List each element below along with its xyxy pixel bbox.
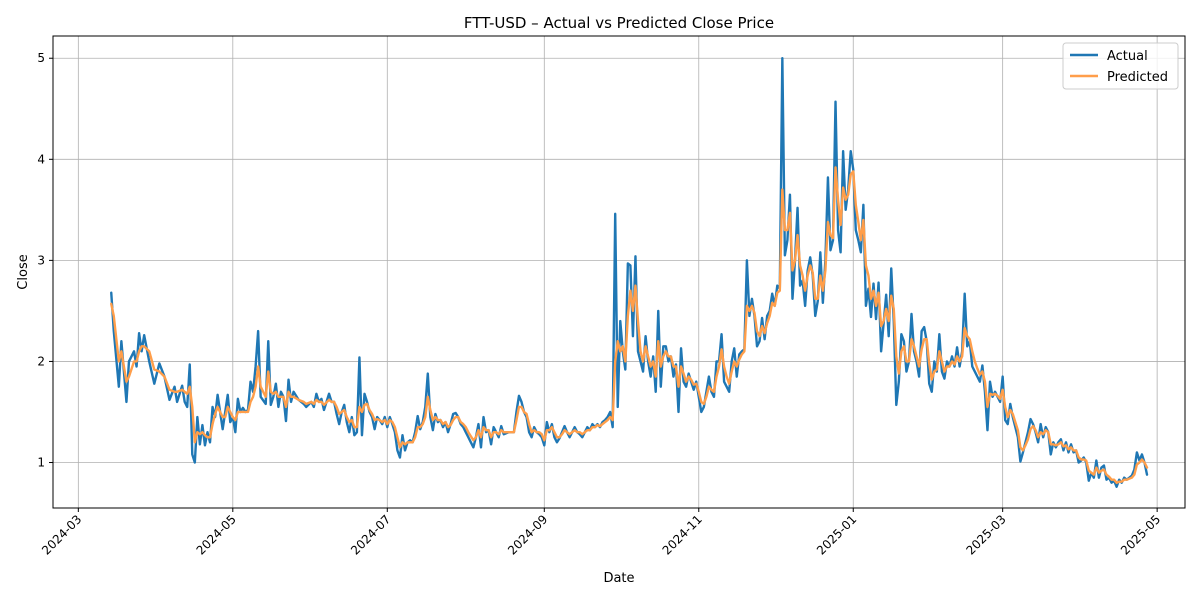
series-line-predicted bbox=[110, 166, 1149, 484]
legend-label-actual: Actual bbox=[1107, 49, 1148, 64]
y-tick-label: 1 bbox=[37, 456, 45, 470]
x-axis-label: Date bbox=[603, 571, 634, 586]
grid-layer bbox=[53, 36, 1185, 508]
series-layer bbox=[110, 57, 1149, 488]
chart-title: FTT-USD – Actual vs Predicted Close Pric… bbox=[464, 14, 774, 32]
y-tick-label: 5 bbox=[37, 51, 45, 65]
y-axis-label: Close bbox=[16, 254, 31, 289]
y-tick-label: 3 bbox=[37, 253, 45, 267]
legend-label-predicted: Predicted bbox=[1107, 70, 1168, 85]
y-tick-label: 2 bbox=[37, 354, 45, 368]
legend: Actual Predicted bbox=[1062, 42, 1179, 90]
plot-frame bbox=[52, 35, 1186, 509]
y-tick-label: 4 bbox=[37, 152, 45, 166]
